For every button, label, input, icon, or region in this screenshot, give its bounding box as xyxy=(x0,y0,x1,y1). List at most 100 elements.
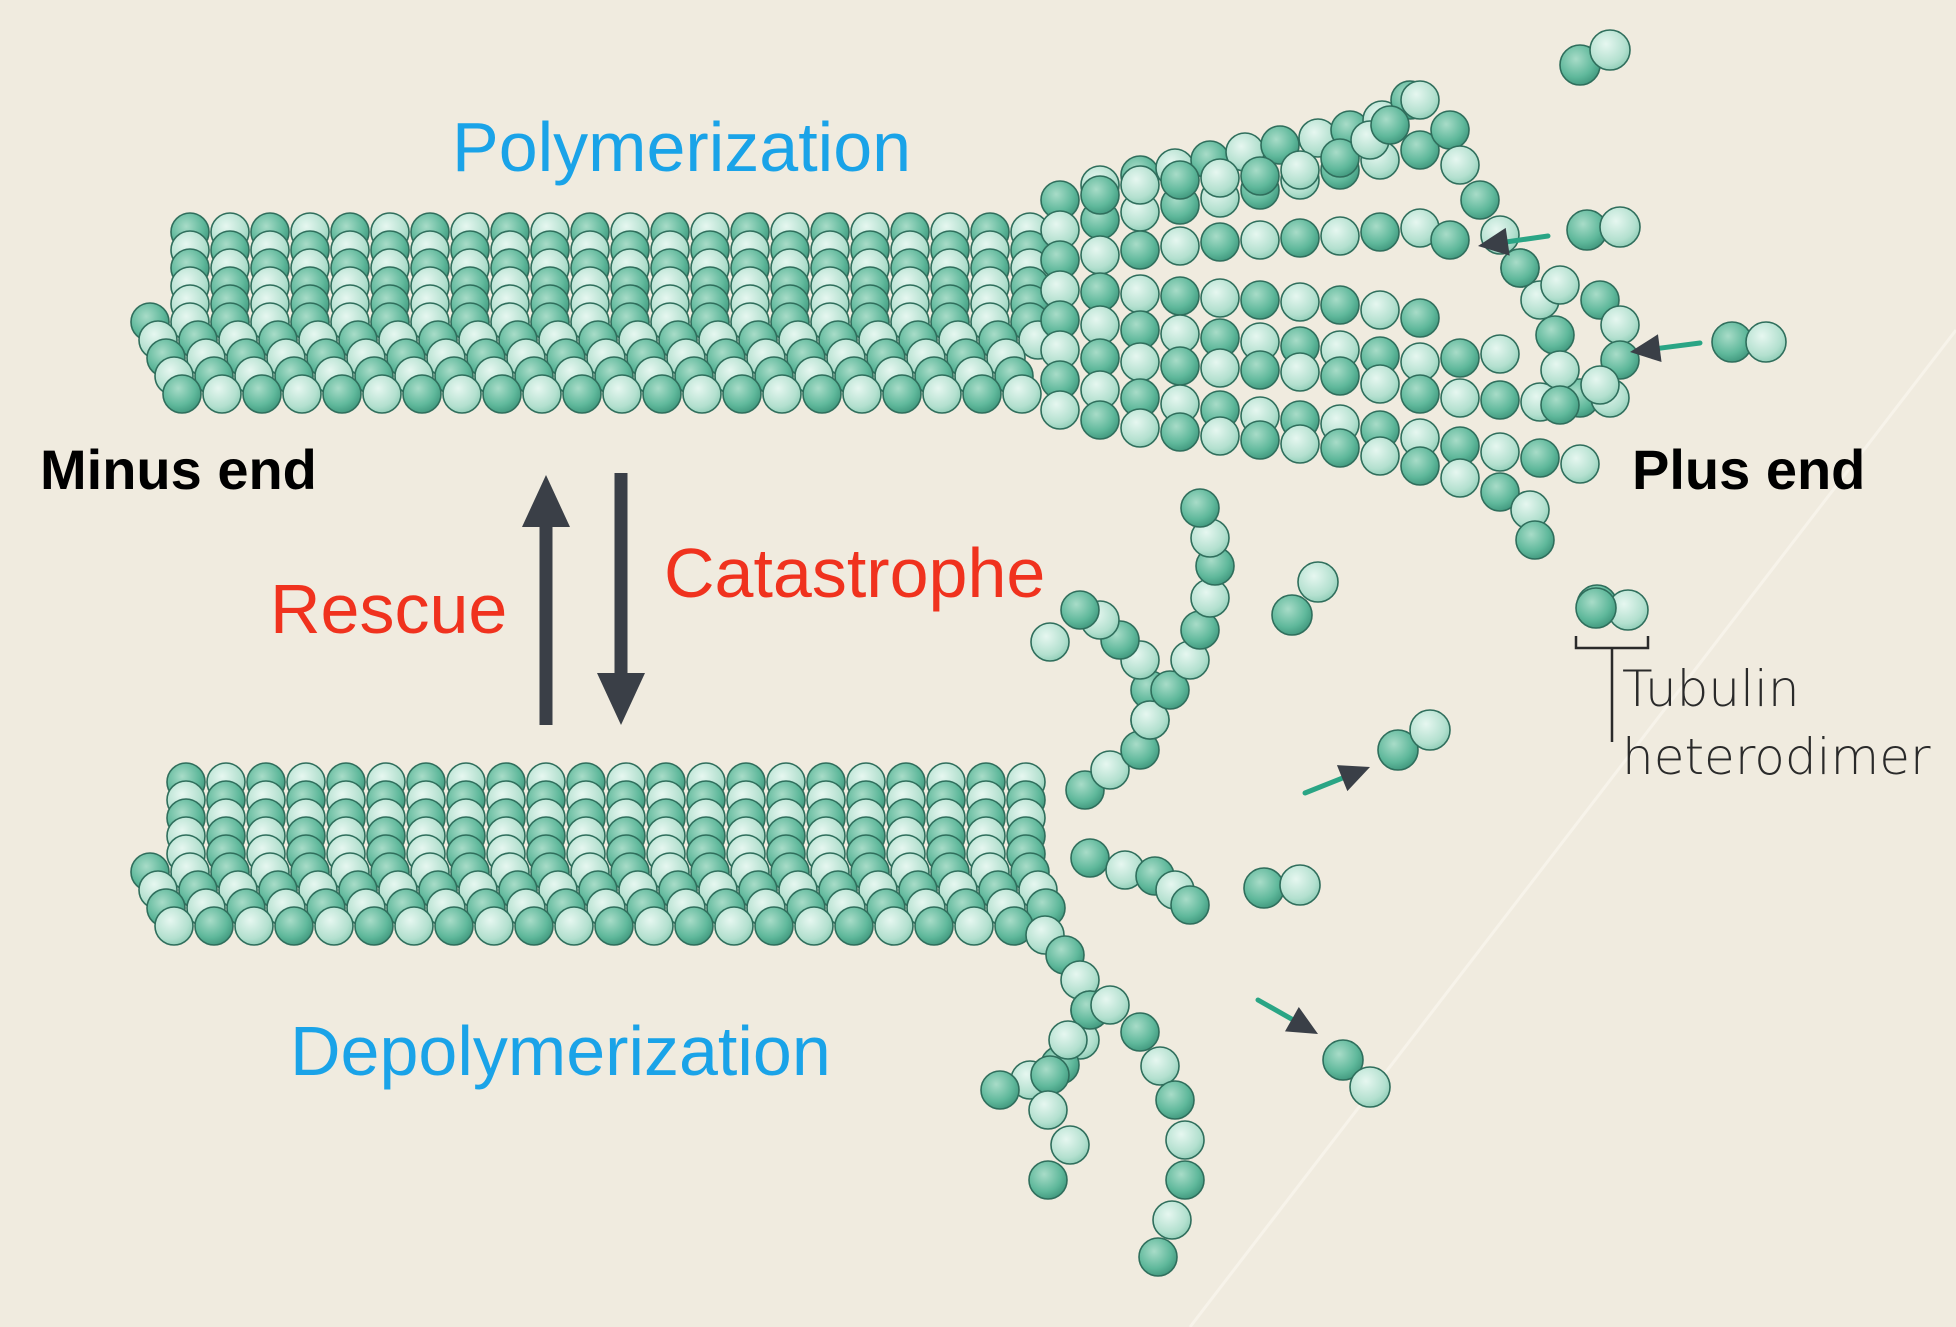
tubulin-subunit xyxy=(1400,298,1440,338)
tubulin-subunit xyxy=(754,906,794,946)
tubulin-subunit xyxy=(154,906,194,946)
tubulin-subunit xyxy=(1120,230,1160,270)
tubulin-subunit xyxy=(1515,520,1555,560)
tubulin-subunit xyxy=(1120,274,1160,314)
tubulin-subunit xyxy=(362,374,402,414)
tubulin-subunit xyxy=(1200,278,1240,318)
tubulin-subunit xyxy=(1240,220,1280,260)
tubulin-subunit xyxy=(1120,1012,1160,1052)
tubulin-subunit xyxy=(1599,206,1641,248)
tubulin-subunit xyxy=(762,374,802,414)
tubulin-subunit xyxy=(1160,346,1200,386)
tubulin-subunit xyxy=(1048,1020,1088,1060)
tubulin-subunit xyxy=(1370,105,1410,145)
tubulin-subunit xyxy=(1480,334,1520,374)
tubulin-subunit xyxy=(1140,1046,1180,1086)
tubulin-subunit xyxy=(554,906,594,946)
tubulin-subunit xyxy=(322,374,362,414)
tubulin-subunit xyxy=(1580,365,1620,405)
tubulin-subunit xyxy=(674,906,714,946)
tubulin-subunit xyxy=(234,906,274,946)
tubulin-subunit xyxy=(1030,1055,1070,1095)
tubulin-subunit xyxy=(1460,180,1500,220)
tubulin-subunit xyxy=(1180,488,1220,528)
tubulin-label-line1: Tubulin xyxy=(1622,660,1800,718)
tubulin-subunit xyxy=(1120,408,1160,448)
tubulin-subunit xyxy=(1090,985,1130,1025)
catastrophe-arrow-head xyxy=(597,673,645,725)
tubulin-subunit xyxy=(442,374,482,414)
tubulin-subunit xyxy=(794,906,834,946)
tubulin-subunit xyxy=(1280,282,1320,322)
tubulin-subunit xyxy=(1028,1090,1068,1130)
tubulin-subunit xyxy=(1440,458,1480,498)
tubulin-subunit xyxy=(714,906,754,946)
diagonal-line xyxy=(1188,329,1956,1327)
tubulin-subunit xyxy=(1070,838,1110,878)
tubulin-subunit xyxy=(1540,350,1580,390)
minus-end-label: Minus end xyxy=(40,438,317,501)
tubulin-subunit xyxy=(1060,590,1100,630)
tubulin-subunit xyxy=(562,374,602,414)
tubulin-subunit xyxy=(1589,29,1631,71)
tubulin-subunit xyxy=(434,906,474,946)
tubulin-subunit xyxy=(682,374,722,414)
tubulin-subunit xyxy=(1349,1066,1391,1108)
tubulin-subunit xyxy=(1030,622,1070,662)
tubulin-subunit xyxy=(1600,305,1640,345)
tubulin-subunit xyxy=(1540,385,1580,425)
tubulin-subunit xyxy=(482,374,522,414)
tubulin-subunit xyxy=(1320,428,1360,468)
tubulin-subunit xyxy=(1360,436,1400,476)
tubulin-subunit xyxy=(1050,1125,1090,1165)
tubulin-subunit xyxy=(802,374,842,414)
tubulin-subunit xyxy=(1297,561,1339,603)
tubulin-subunit xyxy=(1480,380,1520,420)
tubulin-subunit xyxy=(1360,290,1400,330)
small-arrow-head xyxy=(1478,227,1510,256)
tubulin-subunit xyxy=(1320,356,1360,396)
tubulin-subunit xyxy=(1280,352,1320,392)
polymerization-label: Polymerization xyxy=(452,108,912,186)
tubulin-subunit xyxy=(354,906,394,946)
tubulin-subunit xyxy=(1500,248,1540,288)
tubulin-subunit xyxy=(1430,220,1470,260)
tubulin-subunit xyxy=(954,906,994,946)
tubulin-subunit xyxy=(282,374,322,414)
tubulin-subunit xyxy=(1155,1080,1195,1120)
tubulin-subunit xyxy=(1240,156,1280,196)
tubulin-subunit xyxy=(1165,1160,1205,1200)
tubulin-subunit xyxy=(642,374,682,414)
tubulin-subunit xyxy=(1400,80,1440,120)
tubulin-subunit xyxy=(242,374,282,414)
tubulin-subunit xyxy=(1430,110,1470,150)
tubulin-subunit xyxy=(1028,1160,1068,1200)
polymerizing-microtubule xyxy=(130,80,1640,560)
tubulin-subunit xyxy=(194,906,234,946)
tubulin-subunit xyxy=(1080,400,1120,440)
tubulin-subunit xyxy=(314,906,354,946)
tubulin-subunit xyxy=(514,906,554,946)
tubulin-subunit xyxy=(1080,175,1120,215)
tubulin-subunit xyxy=(274,906,314,946)
tubulin-subunit xyxy=(1002,374,1042,414)
transition-arrows xyxy=(522,227,1703,1034)
tubulin-subunit xyxy=(1160,412,1200,452)
free-tubulin-dimers xyxy=(1243,29,1787,1108)
tubulin-subunit xyxy=(1280,150,1320,190)
small-arrow-head xyxy=(1284,1007,1318,1034)
rescue-arrow-head xyxy=(522,475,570,527)
dimer-bracket xyxy=(1574,636,1650,742)
tubulin-subunit xyxy=(1240,280,1280,320)
tubulin-subunit xyxy=(1090,750,1130,790)
tubulin-subunit xyxy=(1165,1120,1205,1160)
tubulin-subunit xyxy=(402,374,442,414)
tubulin-subunit xyxy=(1745,321,1787,363)
tubulin-subunit xyxy=(522,374,562,414)
tubulin-subunit xyxy=(1120,342,1160,382)
tubulin-subunit xyxy=(1440,338,1480,378)
tubulin-subunit xyxy=(1150,670,1190,710)
tubulin-subunit xyxy=(1400,374,1440,414)
tubulin-subunit xyxy=(1440,378,1480,418)
